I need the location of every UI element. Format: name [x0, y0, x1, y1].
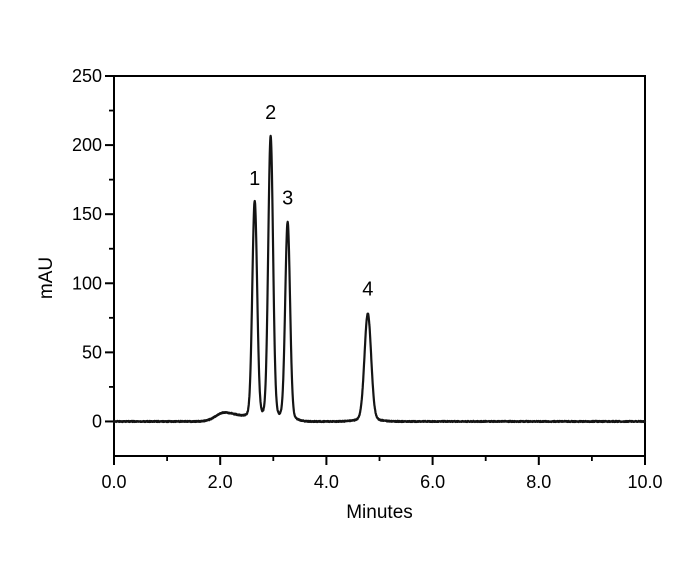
plot-frame	[113, 75, 646, 457]
y-tick-label: 100	[72, 273, 102, 293]
x-tick-label: 6.0	[420, 472, 445, 492]
peak-label: 3	[282, 187, 293, 209]
peak-label: 1	[249, 168, 260, 190]
x-tick-label: 4.0	[314, 472, 339, 492]
x-tick-label: 8.0	[526, 472, 551, 492]
x-tick-label: 0.0	[101, 472, 126, 492]
x-tick-label: 2.0	[208, 472, 233, 492]
y-tick-label: 200	[72, 135, 102, 155]
axis-ticks	[105, 75, 646, 465]
peak-label: 2	[265, 102, 276, 124]
peak-labels: 1 2 3 4	[249, 102, 373, 301]
peak-label: 4	[362, 279, 373, 301]
y-tick-label: 0	[92, 411, 102, 431]
y-tick-label: 250	[72, 66, 102, 86]
x-axis-label: Minutes	[346, 502, 413, 523]
y-axis-label: mAU	[36, 257, 57, 299]
y-tick-label: 50	[82, 342, 102, 362]
axis-tick-labels: 0.0 2.0 4.0 6.0 8.0 10.0 0 50 100 150 200 250	[72, 66, 663, 492]
chromatogram-trace	[112, 134, 647, 424]
y-tick-label: 150	[72, 204, 102, 224]
x-tick-label: 10.0	[627, 472, 662, 492]
